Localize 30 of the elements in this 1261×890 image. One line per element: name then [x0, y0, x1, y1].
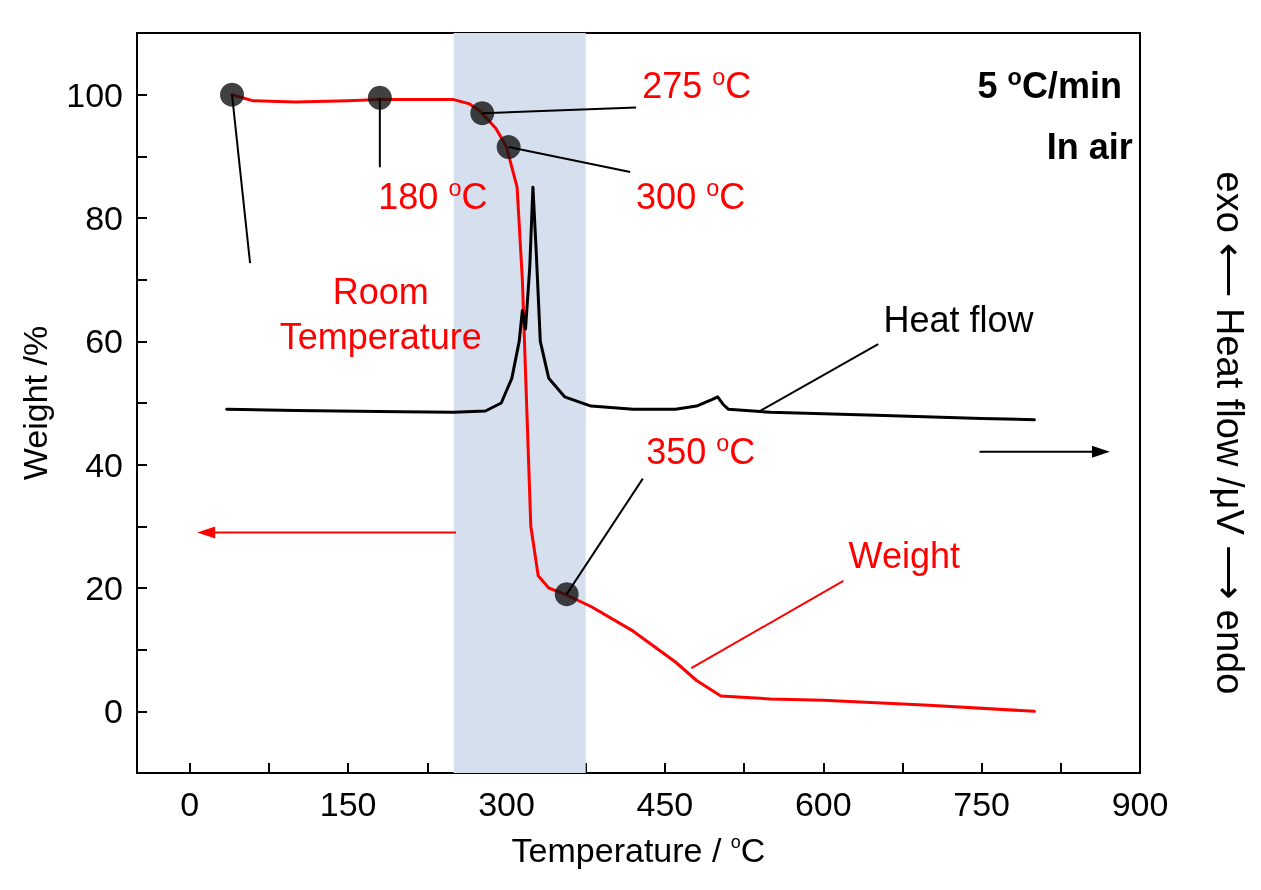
y-axis-title: Weight /% — [16, 325, 54, 481]
annotation: 300 $^{o}$C — [636, 173, 746, 219]
annotation: Heat flow — [883, 297, 1034, 342]
y-tick-label: 80 — [85, 199, 123, 237]
y-tick-label: 60 — [85, 322, 123, 361]
point — [496, 135, 521, 160]
y2-axis-title: exo ⟵ Heat flow /μV ⟶ endo — [1208, 171, 1252, 695]
x-tick-label: 750 — [953, 785, 1010, 823]
y-tick-label: 40 — [85, 445, 123, 484]
annotation: Weight — [848, 533, 960, 578]
line-series — [225, 185, 1036, 422]
point — [554, 582, 579, 607]
y-tick-label: 0 — [104, 692, 123, 731]
annotation: Room Temperature — [278, 270, 483, 360]
annotation: 275 $^{o}$C — [642, 62, 752, 108]
x-tick-label: 300 — [478, 785, 535, 823]
y-tick-label: 20 — [85, 569, 123, 607]
point — [220, 82, 245, 107]
annotation: In air — [1046, 124, 1133, 169]
x-tick-label: 600 — [794, 785, 852, 823]
x-tick-label: 900 — [1111, 785, 1169, 823]
x-tick-label: 0 — [180, 785, 200, 823]
point — [367, 85, 392, 110]
annotation: 350 $^{o}$C — [646, 428, 756, 474]
y-tick-label: 100 — [66, 75, 123, 114]
annotation: 5 $^{o}$C/min — [977, 62, 1122, 108]
x-tick-label: 450 — [636, 785, 694, 823]
point — [470, 101, 495, 126]
x-tick-label: 150 — [319, 785, 377, 823]
annotation: 180 $^{o}$C — [378, 173, 488, 219]
